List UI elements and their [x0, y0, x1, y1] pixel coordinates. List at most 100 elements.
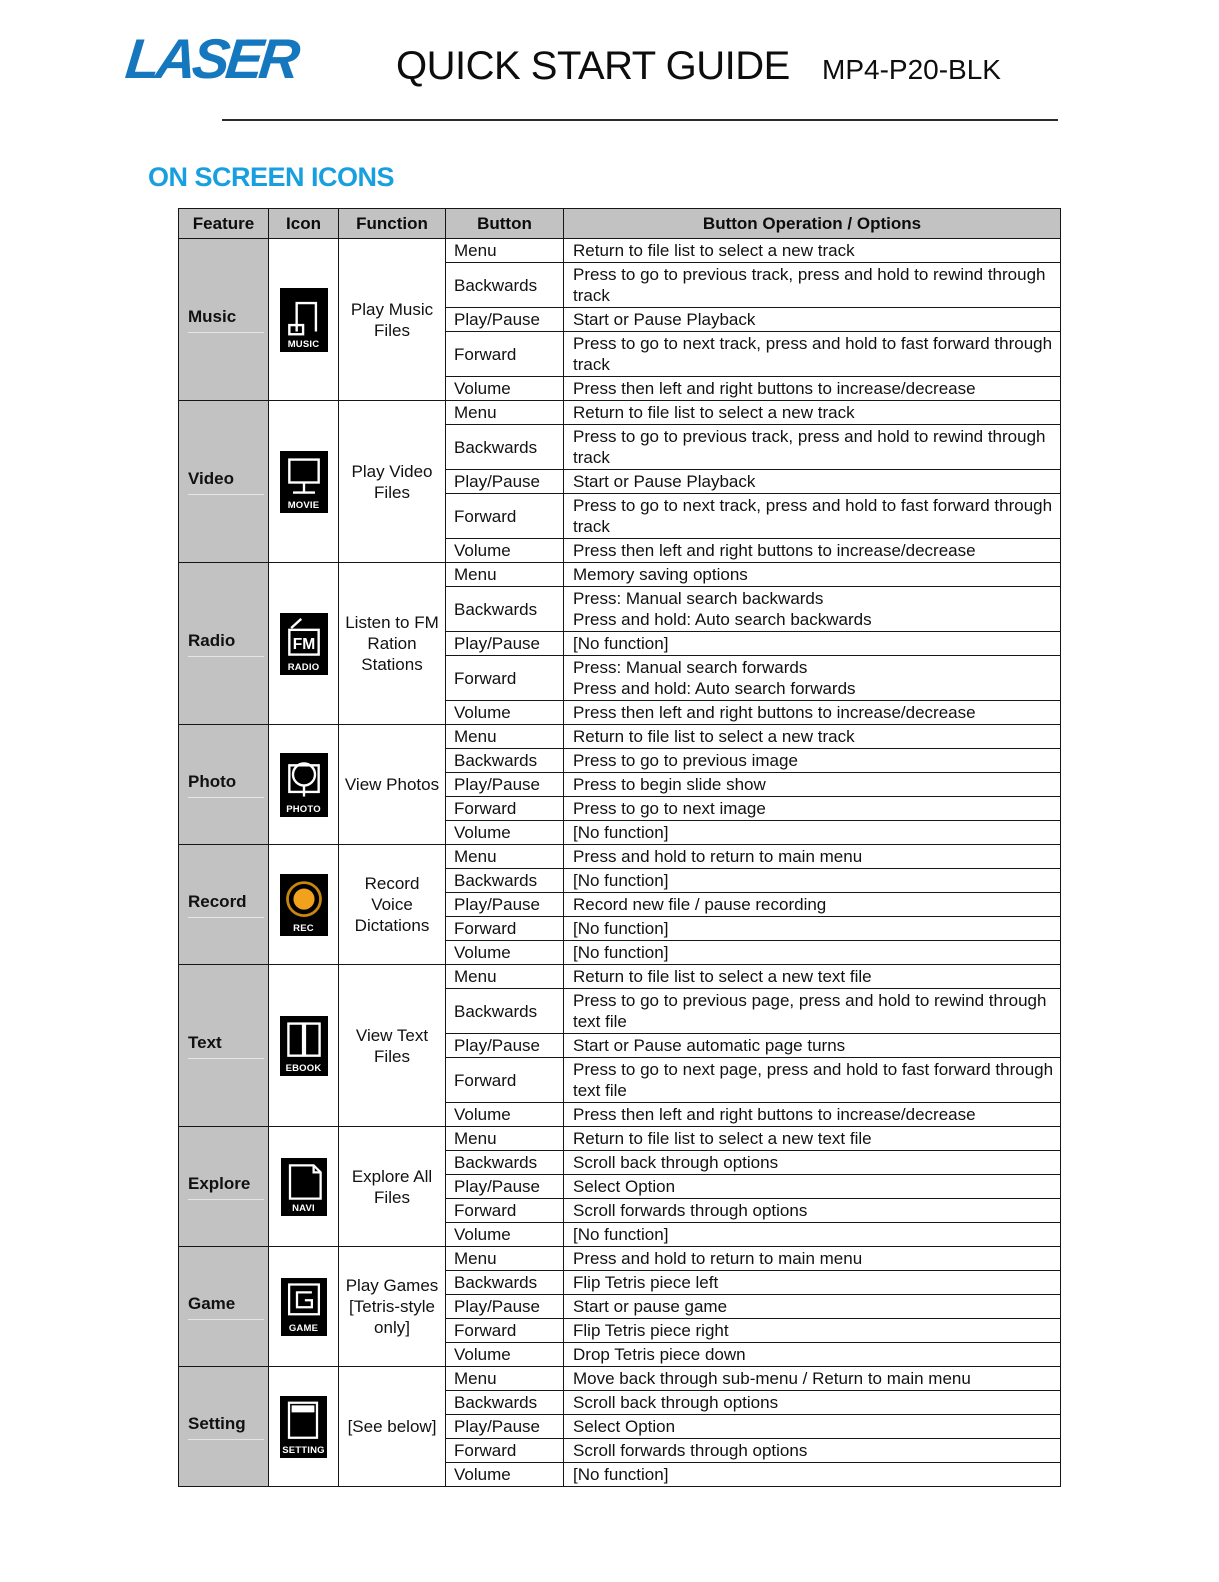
operation-cell: Return to file list to select a new trac…	[563, 238, 1061, 263]
icon-label: EBOOK	[285, 1062, 322, 1074]
table-row: Volume [No function]	[179, 1462, 1061, 1487]
operation-cell: Press then left and right buttons to inc…	[563, 1102, 1061, 1127]
button-name-cell: Forward	[445, 916, 564, 941]
button-name-cell: Play/Pause	[445, 892, 564, 917]
button-name-cell: Backwards	[445, 988, 564, 1034]
button-name-cell: Backwards	[445, 868, 564, 893]
button-name-cell: Play/Pause	[445, 1033, 564, 1058]
feature-label: Setting	[188, 1413, 264, 1440]
model-number: MP4-P20-BLK	[822, 54, 1001, 85]
button-name-cell: Menu	[445, 400, 564, 425]
table-row: Volume Press then left and right buttons …	[179, 700, 1061, 725]
function-cell-record: Record Voice Dictations	[338, 844, 446, 965]
table-row: Play/Pause Press to begin slide show	[179, 772, 1061, 797]
function-cell-video: Play Video Files	[338, 400, 446, 563]
table-row: Volume [No function]	[179, 940, 1061, 965]
table-row: Backwards Scroll back through options	[179, 1150, 1061, 1175]
operation-cell: Flip Tetris piece right	[563, 1318, 1061, 1343]
button-name-cell: Play/Pause	[445, 469, 564, 494]
table-row: Play/Pause Record new file / pause record…	[179, 892, 1061, 917]
operation-cell: Select Option	[563, 1174, 1061, 1199]
table-row: Game GAME Play Games [Tetris-style only] Me…	[178, 1246, 1061, 1367]
operation-cell: Start or Pause Playback	[563, 307, 1061, 332]
function-cell-music: Play Music Files	[338, 238, 446, 401]
button-name-cell: Forward	[445, 1438, 564, 1463]
operation-cell: Press to go to next track, press and hol…	[563, 331, 1061, 377]
operation-cell: Press to go to previous track, press and…	[563, 424, 1061, 470]
column-header-icon: Icon	[268, 208, 339, 239]
operation-cell: Record new file / pause recording	[563, 892, 1061, 917]
operation-cell: Press to go to next track, press and hol…	[563, 493, 1061, 539]
button-name-cell: Menu	[445, 562, 564, 587]
function-cell-explore: Explore All Files	[338, 1126, 446, 1247]
operation-cell: [No function]	[563, 1222, 1061, 1247]
icon-label: PHOTO	[286, 803, 321, 815]
icon-label: MOVIE	[287, 499, 320, 511]
icon-label: REC	[293, 922, 314, 934]
header-divider	[222, 119, 1058, 121]
button-name-cell: Menu	[445, 1366, 564, 1391]
feature-cell-radio: Radio	[178, 562, 269, 725]
ebook-icon: EBOOK	[279, 1015, 328, 1076]
operation-cell: Press then left and right buttons to inc…	[563, 700, 1061, 725]
table-row: Photo PHOTO View Photos Menu Return to file …	[178, 724, 1061, 845]
operation-cell: Press to go to previous image	[563, 748, 1061, 773]
operation-cell: Flip Tetris piece left	[563, 1270, 1061, 1295]
operation-cell: [No function]	[563, 940, 1061, 965]
table-row: Text EBOOK View Text Files Menu Return to fi…	[178, 964, 1061, 1127]
icon-label: SETTING	[282, 1444, 325, 1456]
button-name-cell: Menu	[445, 844, 564, 869]
button-name-cell: Forward	[445, 331, 564, 377]
table-row: Music MUSIC Play Music Files Menu Return to …	[178, 238, 1061, 401]
button-name-cell: Play/Pause	[445, 1294, 564, 1319]
operation-cell: Press then left and right buttons to inc…	[563, 538, 1061, 563]
laser-logo: LASER	[122, 27, 300, 90]
column-header-function: Function	[338, 208, 446, 239]
feature-cell-music: Music	[178, 238, 269, 401]
button-name-cell: Backwards	[445, 586, 564, 632]
table-row: Explore NAVI Explore All Files Menu Return t…	[178, 1126, 1061, 1247]
button-name-cell: Menu	[445, 1126, 564, 1151]
game-icon: GAME	[280, 1277, 327, 1336]
icon-label: GAME	[288, 1322, 319, 1334]
feature-cell-setting: Setting	[178, 1366, 269, 1487]
on-screen-icons-table-wrap: Feature Icon Function Button Button Operatio…	[178, 208, 1061, 1487]
operation-cell: Press to go to previous track, press and…	[563, 262, 1061, 308]
operation-cell: Press to go to next image	[563, 796, 1061, 821]
button-name-cell: Volume	[445, 1222, 564, 1247]
operation-cell: Start or pause game	[563, 1294, 1061, 1319]
feature-cell-photo: Photo	[178, 724, 269, 845]
operation-cell: Memory saving options	[563, 562, 1061, 587]
feature-label: Photo	[188, 771, 264, 798]
button-name-cell: Backwards	[445, 1150, 564, 1175]
feature-cell-explore: Explore	[178, 1126, 269, 1247]
button-name-cell: Menu	[445, 724, 564, 749]
icon-cell-setting: SETTING	[268, 1366, 339, 1487]
table-header-row: Feature Icon Function Button Button Operatio…	[178, 208, 1061, 239]
photo-icon: PHOTO	[279, 752, 328, 817]
table-row: Volume Press then left and right buttons …	[179, 376, 1061, 401]
button-name-cell: Play/Pause	[445, 772, 564, 797]
table-row: Radio FM RADIO Listen to FM Ration Stations…	[178, 562, 1061, 725]
table-row: Play/Pause Start or pause game	[179, 1294, 1061, 1319]
feature-label: Video	[188, 468, 264, 495]
button-name-cell: Forward	[445, 796, 564, 821]
table-row: Play/Pause Start or Pause Playback	[179, 307, 1061, 332]
column-header-feature: Feature	[178, 208, 269, 239]
operation-cell: Move back through sub-menu / Return to m…	[563, 1366, 1061, 1391]
button-name-cell: Menu	[445, 238, 564, 263]
section-title: ON SCREEN ICONS	[148, 162, 395, 192]
button-name-cell: Volume	[445, 1342, 564, 1367]
movie-icon: MOVIE	[279, 450, 328, 513]
button-name-cell: Play/Pause	[445, 1174, 564, 1199]
button-name-cell: Backwards	[445, 424, 564, 470]
table-row: Forward Press to go to next image	[179, 796, 1061, 821]
page-title: QUICK START GUIDE	[396, 44, 790, 88]
table-row: Volume Press then left and right buttons …	[179, 538, 1061, 563]
operation-cell: Return to file list to select a new text…	[563, 1126, 1061, 1151]
operation-cell: Press: Manual search forwards Press and …	[563, 655, 1061, 701]
button-name-cell: Play/Pause	[445, 307, 564, 332]
feature-cell-game: Game	[178, 1246, 269, 1367]
feature-label: Text	[188, 1032, 264, 1059]
svg-text:FM: FM	[292, 636, 315, 653]
